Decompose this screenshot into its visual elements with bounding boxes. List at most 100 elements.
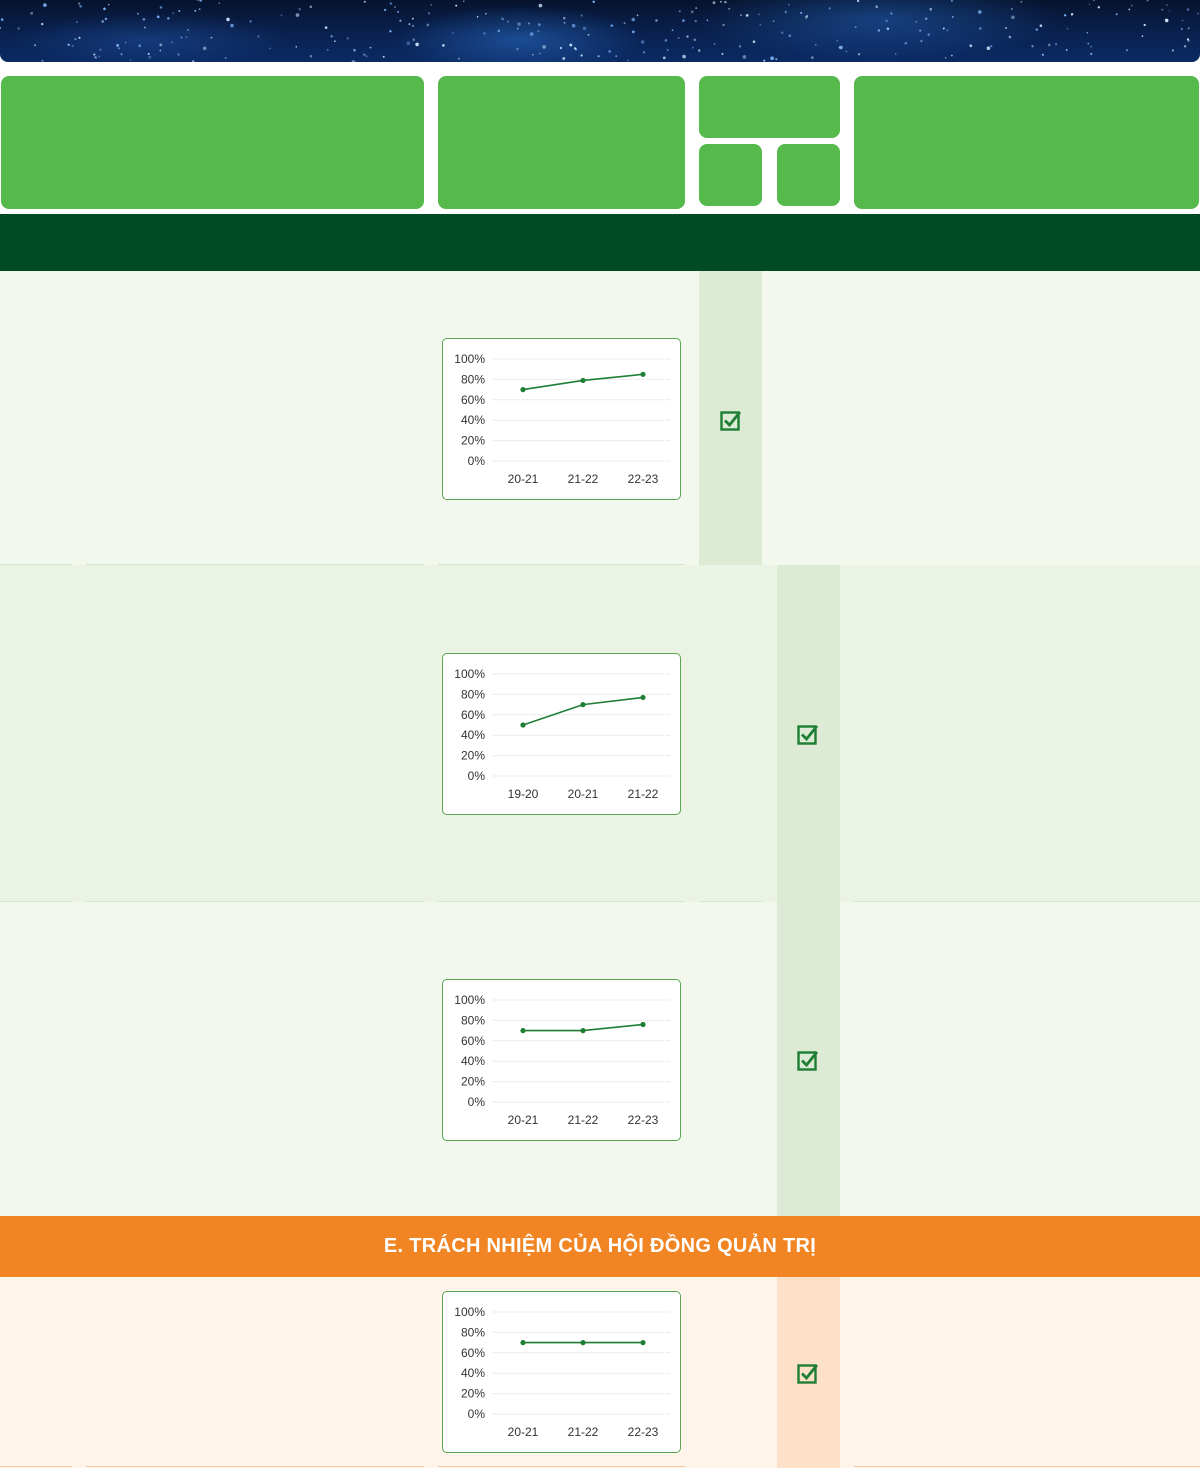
banner-star [944,57,947,59]
banner-star [713,43,716,45]
banner-star [562,16,566,20]
banner-star [740,14,742,16]
banner-star [1187,27,1190,30]
banner-star [159,49,162,52]
data-point [580,1028,586,1034]
banner-star [75,21,78,24]
status-column-highlight [777,565,840,902]
banner-star [1125,49,1128,52]
banner-star [642,51,646,54]
banner-star [1168,10,1171,12]
banner-star [640,40,645,44]
banner-star [655,19,658,22]
banner-star [180,36,183,39]
banner-star [885,19,888,23]
banner-star [721,52,724,55]
banner-star [147,52,150,55]
x-tick-label: 22-23 [628,472,659,486]
y-tick-label: 60% [461,393,485,407]
banner-star [690,10,694,14]
banner-star [1181,19,1184,22]
banner-star [326,48,329,52]
row-divider [438,564,685,565]
y-tick-label: 100% [454,1305,485,1319]
banner-star [682,54,686,59]
banner-star [1065,49,1068,51]
data-point [640,1021,646,1028]
banner-star [517,22,521,26]
banner-star [757,13,760,16]
data-point [520,1028,526,1034]
banner-star [202,46,207,51]
banner-star [1143,23,1146,27]
banner-star [172,12,175,14]
banner-star [1070,13,1073,16]
banner-star [559,46,563,50]
banner-star [839,45,843,50]
banner-star [671,29,674,32]
banner-star [196,0,199,1]
banner-star [919,29,922,32]
banner-star [415,42,419,47]
banner-star [1187,39,1190,43]
banner-star [597,55,600,58]
banner-star [382,55,385,58]
row-divider [0,1466,72,1467]
header-cell-status-top [699,76,840,138]
banner-star [677,36,680,39]
banner-star [770,56,774,60]
row-divider [86,901,424,902]
banner-star [324,26,328,29]
banner-star [399,19,402,22]
banner-star [697,49,701,52]
banner-star [527,22,531,25]
banner-star [156,15,160,19]
banner-star [537,23,541,27]
banner-star [894,53,897,55]
banner-star [692,46,694,49]
banner-star [722,23,725,27]
y-tick-label: 100% [454,667,485,681]
banner-star [230,23,234,28]
banner-star [192,60,195,62]
banner-star [506,20,510,23]
y-tick-label: 0% [468,769,486,783]
banner-star [389,30,392,33]
banner-star [1097,6,1101,9]
banner-star [411,17,414,20]
banner-star [363,53,366,56]
banner-star [890,12,893,15]
banner-star [811,56,814,59]
banner-star [978,27,982,30]
chart-svg: 100% 80% 60% 40% 20% 0% 19-20 20-21 21-22 [454,667,671,801]
banner-star [610,24,614,27]
x-tick-label: 20-21 [508,1425,539,1439]
checkbox-checked-icon [797,725,819,745]
banner-star [1115,13,1118,16]
data-point [640,1340,646,1346]
y-tick-label: 20% [461,1075,485,1089]
banner-star [706,19,709,22]
status-column-highlight [777,1277,840,1468]
banner-star [1031,45,1034,48]
banner-star [1093,0,1095,1]
banner-star [854,26,857,28]
banner-star [0,18,4,21]
banner-star [950,0,953,3]
banner-star [1035,28,1038,31]
banner-star [124,41,127,44]
banner-star [1171,49,1175,52]
banner-star [353,48,356,52]
banner-star [1047,43,1051,47]
banner-star [615,55,617,57]
banner-star [538,3,543,8]
banner-star [929,7,932,11]
banner-star [626,59,629,62]
banner-star [951,15,954,18]
banner-star [724,0,727,4]
banner-star [497,29,501,33]
banner-star [539,52,541,55]
banner-star [1141,35,1144,37]
banner-star [1087,42,1090,45]
x-tick-label: 20-21 [508,472,539,486]
